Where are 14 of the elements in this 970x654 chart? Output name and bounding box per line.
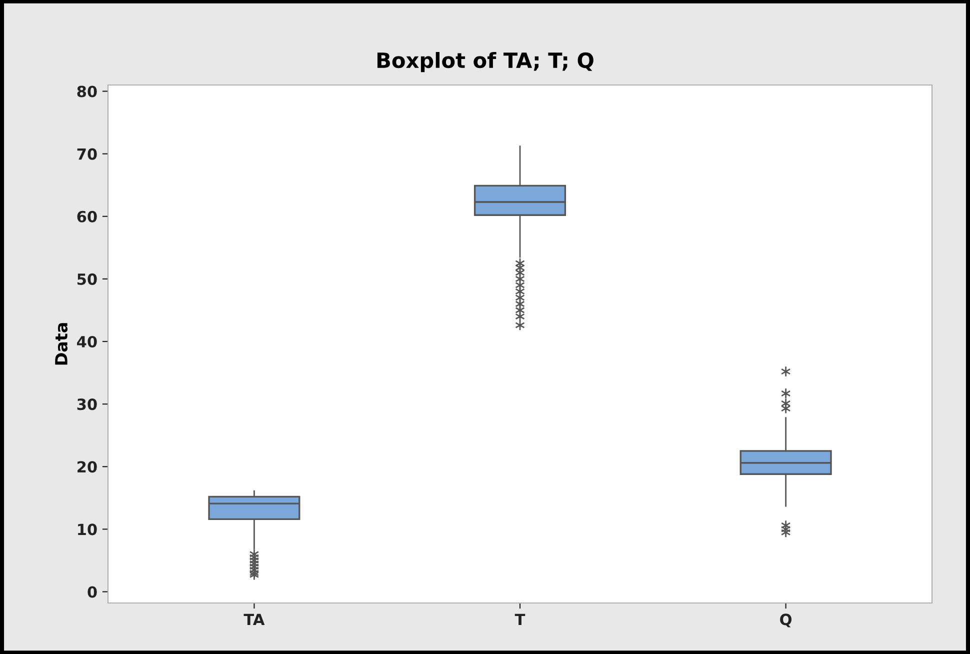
- y-tick-label: 50: [78, 273, 97, 285]
- y-tick-label: 0: [88, 586, 97, 598]
- y-tick-label: 20: [78, 461, 97, 473]
- y-tick-label: 40: [77, 336, 97, 348]
- y-tick-label: 60: [77, 210, 97, 222]
- chart-title: Boxplot of TA; T; Q: [377, 52, 594, 72]
- x-tick-label: Q: [780, 614, 792, 628]
- x-tick-label: TA: [244, 614, 265, 626]
- y-axis-title: Data: [55, 323, 68, 365]
- y-tick-label: 30: [77, 398, 97, 410]
- x-tick-label: T: [514, 614, 526, 626]
- y-tick-label: 70: [77, 148, 97, 160]
- y-tick-label: 80: [77, 86, 97, 98]
- y-tick-label: 10: [78, 524, 97, 536]
